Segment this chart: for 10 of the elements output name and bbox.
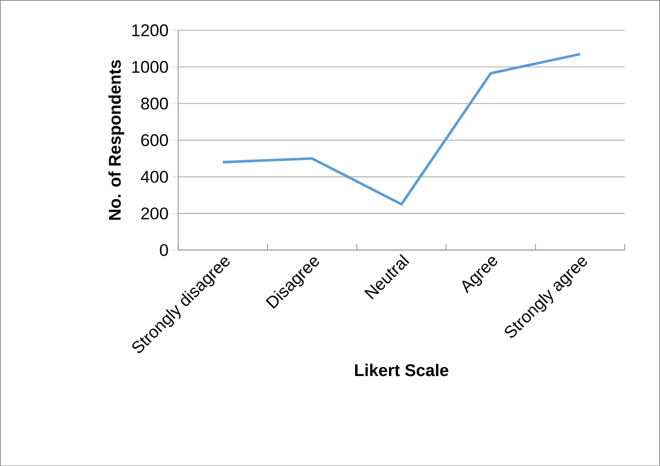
y-tick-label: 600 — [141, 134, 168, 146]
y-tick-label: 400 — [140, 170, 168, 183]
y-tick-label: 1000 — [132, 60, 168, 73]
y-tick-label: 1200 — [132, 24, 168, 36]
x-axis-title: Likert Scale — [355, 364, 448, 376]
y-tick-label: 0 — [160, 244, 168, 256]
y-axis-title: No. of Respondents — [108, 60, 124, 220]
y-tick-label: 200 — [141, 207, 168, 220]
line-series — [222, 52, 582, 206]
y-tick-label: 800 — [141, 97, 168, 110]
